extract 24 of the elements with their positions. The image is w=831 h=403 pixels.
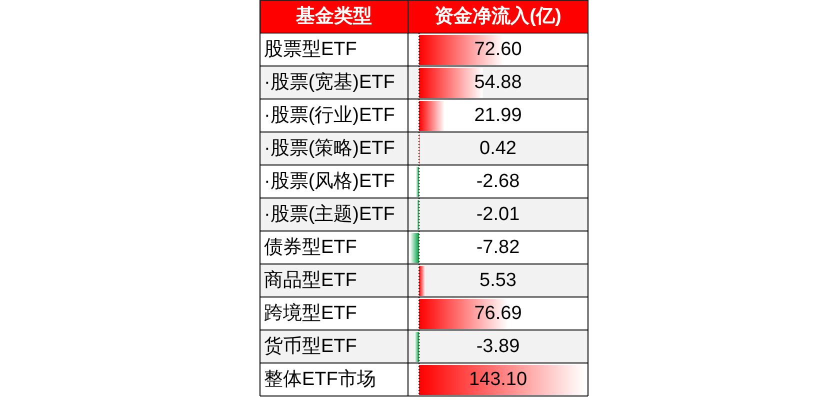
data-label: 54.88 [474,72,522,93]
data-label: -3.89 [476,336,520,357]
data-label: -2.01 [476,204,520,225]
y-tick-label: 债券型ETF [264,237,357,258]
data-label: 5.53 [480,270,516,291]
y-tick-label: ·股票(策略)ETF [264,138,395,159]
y-tick-label: ·股票(宽基)ETF [264,71,395,93]
data-label: 21.99 [474,105,522,126]
y-axis-title: 基金类型 [295,5,372,27]
y-tick-label: 股票型ETF [264,39,357,60]
y-tick-label: 跨境型ETF [264,302,357,324]
data-label: 72.60 [474,39,522,60]
y-tick-label: ·股票(风格)ETF [264,171,395,192]
y-tick-label: ·股票(主题)ETF [264,203,395,225]
y-tick-label: 商品型ETF [264,269,357,291]
y-tick-label: ·股票(行业)ETF [264,105,395,126]
y-tick-label: 货币型ETF [264,336,357,357]
data-label: -7.82 [476,237,520,258]
data-label: -2.68 [476,171,520,192]
y-tick-label: 整体ETF市场 [264,368,376,390]
data-label: 143.10 [468,369,528,390]
data-label: 0.42 [480,138,516,159]
data-label: 76.69 [474,303,522,324]
x-axis-title: 资金净流入(亿) [434,5,562,27]
